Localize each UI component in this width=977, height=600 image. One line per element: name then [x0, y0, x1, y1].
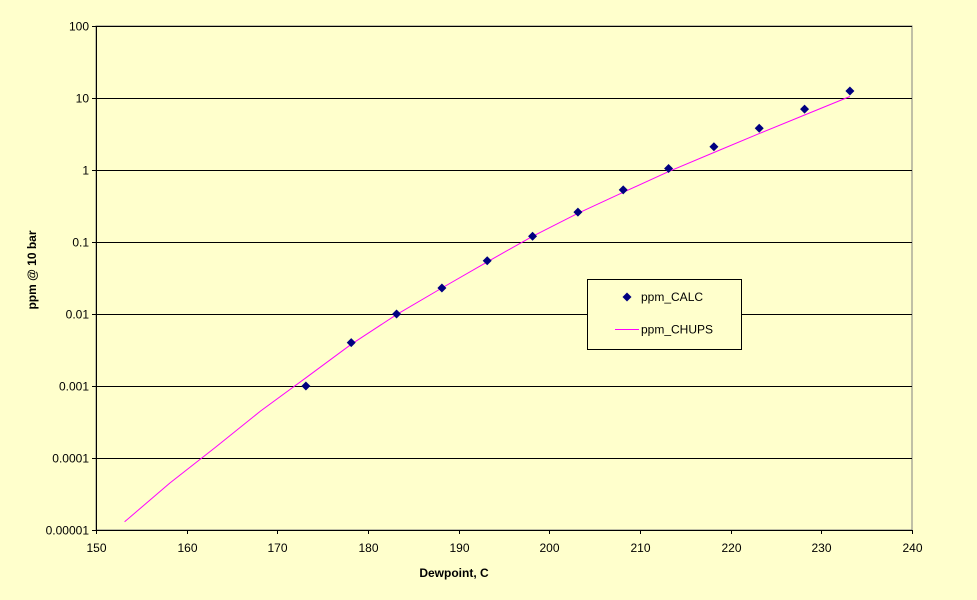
- data-point-ppm-calc: [437, 283, 447, 293]
- data-point-ppm-calc: [618, 185, 628, 195]
- legend-marker-ppm-calc: [622, 292, 632, 302]
- y-tick-label: 100: [69, 20, 89, 34]
- x-tick-label: 150: [86, 541, 106, 555]
- x-tick-label: 240: [902, 541, 922, 555]
- y-tick-label: 10: [76, 92, 90, 106]
- x-tick-label: 220: [721, 541, 741, 555]
- data-point-ppm-calc: [709, 142, 719, 152]
- legend-label-ppm-chups: ppm_CHUPS: [641, 323, 713, 337]
- data-point-ppm-calc: [301, 381, 311, 391]
- y-axis-title: ppm @ 10 bar: [25, 230, 39, 309]
- x-axis-title: Dewpoint, C: [419, 566, 489, 580]
- plot-area: [95, 25, 913, 531]
- legend-label-ppm-calc: ppm_CALC: [641, 290, 703, 304]
- x-tick-label: 180: [358, 541, 378, 555]
- data-point-ppm-calc: [664, 163, 674, 173]
- data-point-ppm-calc: [528, 231, 538, 241]
- y-tick-label: 0.001: [59, 380, 89, 394]
- y-tick-label: 1: [82, 164, 89, 178]
- y-tick-label: 0.0001: [52, 452, 89, 466]
- legend: ppm_CALC ppm_CHUPS: [587, 279, 742, 350]
- data-point-ppm-calc: [392, 309, 402, 319]
- data-point-ppm-calc: [800, 104, 810, 114]
- data-point-ppm-calc: [573, 207, 583, 217]
- x-tick-label: 230: [811, 541, 831, 555]
- data-point-ppm-calc: [754, 123, 764, 133]
- x-tick-label: 190: [449, 541, 469, 555]
- x-tick-label: 170: [267, 541, 287, 555]
- x-tick-label: 160: [177, 541, 197, 555]
- y-tick-label: 0.00001: [46, 524, 90, 538]
- y-tick-label: 0.01: [66, 308, 90, 322]
- legend-box: [587, 279, 742, 350]
- y-tick-label: 0.1: [72, 236, 89, 250]
- data-point-ppm-calc: [845, 86, 855, 96]
- data-point-ppm-calc: [346, 338, 356, 348]
- data-point-ppm-calc: [482, 256, 492, 266]
- x-tick-label: 200: [539, 541, 559, 555]
- x-tick-label: 210: [630, 541, 650, 555]
